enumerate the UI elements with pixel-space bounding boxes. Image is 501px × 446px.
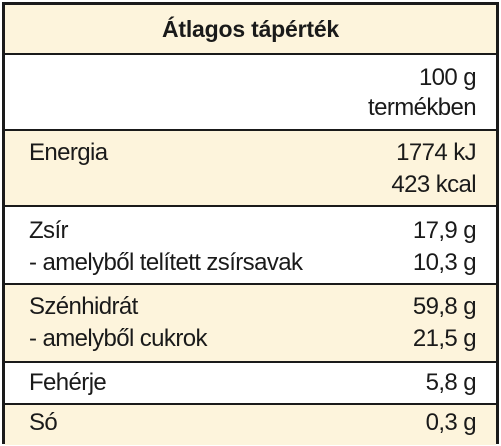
row-label-saturated-fat: - amelyből telített zsírsavak [29, 249, 303, 276]
table-row-fat: Zsír - amelyből telített zsírsavak 17,9 … [5, 207, 496, 285]
row-value-sugars: 21,5 g [412, 325, 477, 352]
row-value-carbohydrate: 59,8 g [412, 293, 477, 320]
column-header-right: 100 g termékben [368, 63, 477, 129]
table-row-protein: Fehérje 5,8 g [5, 363, 496, 405]
table-title: Átlagos tápérték [5, 5, 496, 55]
row-value-salt: 0,3 g [425, 409, 477, 436]
column-header-line-1: 100 g [418, 64, 477, 91]
row-label-protein: Fehérje [29, 369, 107, 396]
row-value-saturated-fat: 10,3 g [412, 249, 477, 276]
table-row-carbohydrate: Szénhidrát - amelyből cukrok 59,8 g 21,5… [5, 285, 496, 363]
row-value-energy-kj: 1774 kJ [396, 139, 476, 166]
row-label-carbohydrate: Szénhidrát [29, 293, 138, 320]
table-row-salt: Só 0,3 g [5, 405, 496, 445]
table-row-energy: Energia 1774 kJ 423 kcal [5, 131, 496, 207]
row-label-energy: Energia [29, 139, 108, 166]
row-value-energy-kcal: 423 kcal [391, 171, 476, 198]
row-value-protein: 5,8 g [425, 369, 477, 396]
row-label-sugars: - amelyből cukrok [29, 325, 207, 352]
row-value-fat: 17,9 g [412, 217, 477, 244]
row-label-salt: Só [29, 409, 58, 436]
column-header-line-2: termékben [368, 94, 477, 121]
row-label-fat: Zsír [29, 217, 69, 244]
column-header-row: 100 g termékben [5, 55, 496, 131]
